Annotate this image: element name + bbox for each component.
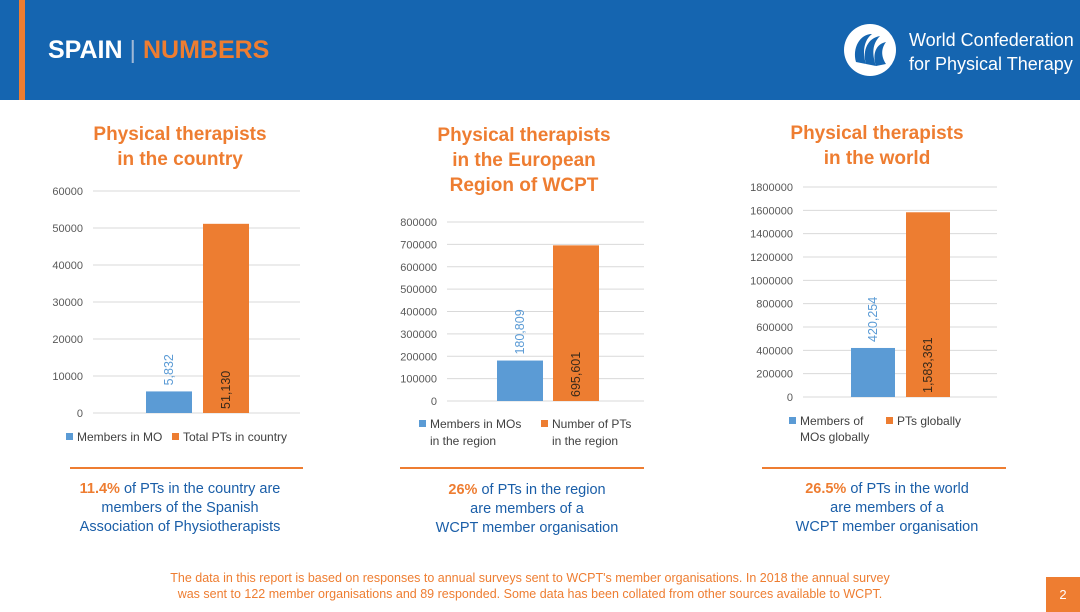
chart-title-line: Region of WCPT (449, 175, 599, 196)
chart-title-line: in the European (452, 150, 596, 171)
separator-line (762, 467, 1006, 469)
summary-text: members of the Spanish (101, 500, 259, 516)
legend-swatch (789, 417, 796, 424)
y-tick-label: 400000 (400, 307, 437, 319)
footer-line: was sent to 122 member organisations and… (177, 587, 883, 601)
bar (906, 212, 950, 397)
page-number-label: 2 (1059, 587, 1067, 602)
legend-label: MOs globally (800, 430, 869, 444)
y-tick-label: 0 (77, 408, 83, 420)
y-tick-label: 400000 (756, 345, 793, 357)
y-tick-label: 0 (431, 396, 437, 408)
y-tick-label: 1600000 (750, 205, 793, 217)
y-tick-label: 700000 (400, 239, 437, 251)
summary-percentage: 26% (448, 482, 478, 498)
summary-text: WCPT member organisation (435, 520, 619, 536)
y-tick-label: 300000 (400, 329, 437, 341)
header-bar (0, 0, 1080, 100)
data-label: 51,130 (219, 371, 233, 409)
summary-text: WCPT member organisation (795, 519, 979, 535)
y-tick-label: 500000 (400, 284, 437, 296)
y-tick-label: 200000 (756, 369, 793, 381)
page-title-separator: | (129, 36, 137, 64)
chart-title-country: Physical therapists in the country (60, 122, 300, 172)
data-label: 180,809 (513, 309, 527, 354)
y-tick-label: 100000 (400, 374, 437, 386)
chart-title-line: in the country (117, 149, 243, 170)
y-tick-label: 60000 (52, 186, 83, 198)
y-tick-label: 40000 (52, 260, 83, 272)
data-label: 1,583,361 (921, 337, 935, 393)
footer-line: The data in this report is based on resp… (170, 571, 890, 585)
chart-title-line: Physical therapists (790, 123, 964, 144)
wcpt-logo-icon (844, 24, 896, 76)
chart-title-region: Physical therapists in the European Regi… (394, 123, 654, 198)
summary-text: are members of a (470, 501, 584, 517)
chart-title-line: Physical therapists (437, 125, 611, 146)
y-tick-label: 1400000 (750, 229, 793, 241)
separator-line (400, 467, 644, 469)
y-tick-label: 1000000 (750, 275, 793, 287)
legend-label: Number of PTs (552, 417, 631, 431)
separator-line (70, 467, 303, 469)
legend-label: Members in MO (77, 430, 162, 444)
legend-label: in the region (430, 434, 496, 448)
legend-swatch (541, 420, 548, 427)
y-tick-label: 800000 (756, 299, 793, 311)
legend-label: in the region (552, 434, 618, 448)
data-label: 420,254 (866, 297, 880, 342)
org-name: World Confederation for Physical Therapy (909, 28, 1074, 76)
summary-text: of PTs in the world (846, 481, 969, 497)
summary-country: 11.4% of PTs in the country are members … (50, 480, 310, 537)
chart-title-line: in the world (823, 148, 931, 169)
y-tick-label: 1200000 (750, 252, 793, 264)
page-number: 2 (1046, 577, 1080, 612)
page-title: SPAIN | NUMBERS (48, 36, 269, 65)
summary-world: 26.5% of PTs in the world are members of… (757, 480, 1017, 537)
summary-percentage: 26.5% (805, 481, 847, 497)
org-name-line2: for Physical Therapy (909, 54, 1073, 74)
page-title-section: NUMBERS (142, 36, 270, 64)
summary-region: 26% of PTs in the region are members of … (397, 481, 657, 538)
chart-title-world: Physical therapists in the world (757, 121, 997, 171)
y-tick-label: 30000 (52, 297, 83, 309)
legend-label: PTs globally (897, 414, 961, 428)
page-title-country: SPAIN (48, 36, 123, 64)
summary-percentage: 11.4% (79, 481, 120, 497)
bar (851, 347, 895, 397)
summary-text: of PTs in the country are (119, 481, 281, 497)
bar (553, 245, 599, 401)
legend-swatch (419, 420, 426, 427)
data-label: 695,601 (569, 352, 583, 397)
legend-label: Total PTs in country (183, 430, 287, 444)
org-name-line1: World Confederation (909, 30, 1074, 50)
legend-swatch (886, 417, 893, 424)
y-tick-label: 1800000 (750, 182, 793, 194)
bar (497, 360, 543, 401)
y-tick-label: 20000 (52, 334, 83, 346)
chart-title-line: Physical therapists (93, 124, 267, 145)
y-tick-label: 600000 (400, 262, 437, 274)
y-tick-label: 50000 (52, 223, 83, 235)
y-tick-label: 0 (787, 392, 793, 404)
bar (203, 223, 249, 413)
data-label: 5,832 (162, 354, 176, 385)
header-accent-bar (19, 0, 25, 100)
y-tick-label: 200000 (400, 351, 437, 363)
legend-swatch (66, 433, 73, 440)
legend-label: Members in MOs (430, 417, 521, 431)
footer-note: The data in this report is based on resp… (120, 570, 940, 602)
legend-label: Members of (800, 414, 864, 428)
summary-text: are members of a (830, 500, 944, 516)
y-tick-label: 10000 (52, 371, 83, 383)
legend-swatch (172, 433, 179, 440)
summary-text: Association of Physiotherapists (79, 519, 281, 535)
bar (146, 391, 192, 413)
y-tick-label: 600000 (756, 322, 793, 334)
y-tick-label: 800000 (400, 217, 437, 229)
summary-text: of PTs in the region (477, 482, 606, 498)
